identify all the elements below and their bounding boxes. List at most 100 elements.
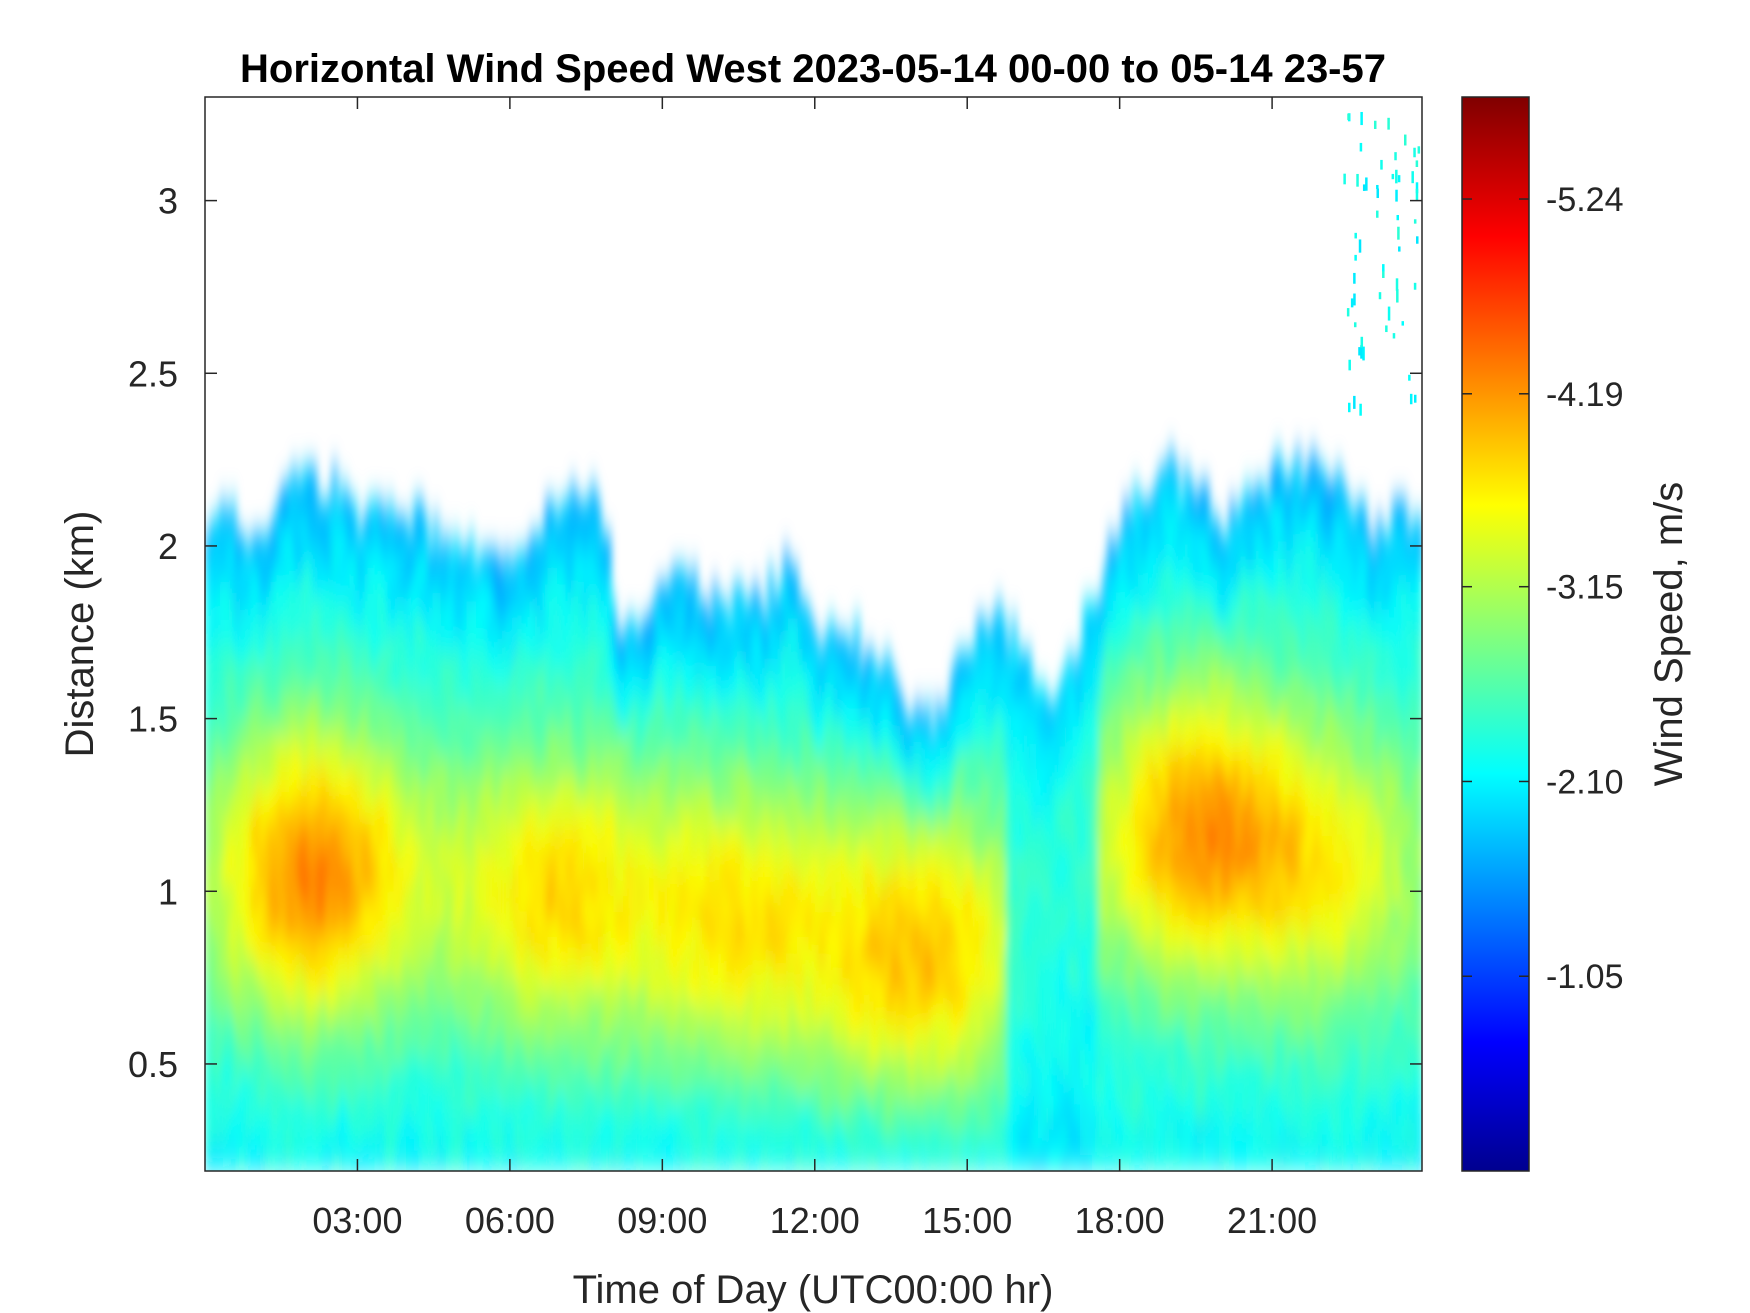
heatmap-cell <box>549 835 556 853</box>
heatmap-cell <box>423 516 429 535</box>
heatmap-cell <box>402 969 409 988</box>
heatmap-cell <box>630 734 637 753</box>
heatmap-cell <box>336 818 343 837</box>
heatmap-cell <box>321 1070 328 1088</box>
heatmap-cell <box>676 1019 683 1038</box>
heatmap-cell <box>656 885 663 904</box>
heatmap-cell <box>407 936 414 954</box>
heatmap-cell <box>341 1036 348 1055</box>
heatmap-cell <box>783 566 789 585</box>
heatmap-cell <box>341 1070 348 1088</box>
heatmap-cell <box>301 516 308 535</box>
heatmap-cell <box>524 919 531 937</box>
heatmap-cell <box>245 751 252 770</box>
heatmap-cell <box>357 902 363 921</box>
heatmap-cell <box>666 986 673 1004</box>
heatmap-cell <box>524 818 531 837</box>
heatmap-cell <box>235 768 242 786</box>
heatmap-cell <box>869 650 876 669</box>
heatmap-cell <box>529 650 536 669</box>
heatmap-cell <box>889 785 896 803</box>
heatmap-cell <box>326 1103 333 1122</box>
heatmap-cell <box>504 936 511 954</box>
heatmap-cell <box>417 717 424 736</box>
heatmap-cell <box>772 936 779 954</box>
heatmap-cell <box>321 801 328 820</box>
heatmap-cell <box>823 1087 830 1105</box>
heatmap-cell <box>874 1036 881 1055</box>
heatmap-cell <box>757 1154 764 1171</box>
heatmap-cell <box>423 1070 429 1088</box>
heatmap-cell <box>843 885 850 904</box>
heatmap-cell <box>336 868 343 887</box>
heatmap-cell <box>808 701 815 719</box>
heatmap-cell <box>549 1103 556 1122</box>
heatmap-cell <box>701 852 708 870</box>
heatmap-cell <box>641 734 647 753</box>
heatmap-cell <box>712 936 718 954</box>
heatmap-cell <box>494 818 500 837</box>
heatmap-cell <box>519 1003 526 1021</box>
heatmap-cell <box>433 600 440 619</box>
heatmap-cell <box>615 801 622 820</box>
heatmap-cell <box>559 583 566 602</box>
heatmap-cell <box>341 1137 348 1156</box>
heatmap-cell <box>225 550 232 568</box>
heatmap-cell <box>382 902 389 921</box>
heatmap-cell <box>854 1003 860 1021</box>
heatmap-cell <box>367 852 374 870</box>
heatmap-cell <box>407 550 414 568</box>
heatmap-cell <box>549 1120 556 1139</box>
heatmap-cell <box>341 1053 348 1072</box>
heatmap-cell <box>387 1003 394 1021</box>
heatmap-cell <box>737 818 744 837</box>
heatmap-cell <box>255 600 262 619</box>
heatmap-cell <box>732 684 739 702</box>
heatmap-cell <box>610 952 617 971</box>
heatmap-cell <box>326 566 333 585</box>
heatmap-cell <box>443 1087 450 1105</box>
heatmap-cell <box>615 1070 622 1088</box>
heatmap-cell <box>205 583 211 602</box>
heatmap-cell <box>240 1003 247 1021</box>
heatmap-cell <box>286 751 292 770</box>
heatmap-cell <box>210 1053 216 1072</box>
heatmap-cell <box>346 868 353 887</box>
heatmap-cell <box>681 969 688 988</box>
heatmap-cell <box>392 1154 399 1171</box>
heatmap-cell <box>737 919 744 937</box>
heatmap-cell <box>849 751 855 770</box>
heatmap-cell <box>636 1154 642 1171</box>
heatmap-cell <box>230 717 237 736</box>
heatmap-cell <box>210 785 216 803</box>
heatmap-cell <box>478 1036 485 1055</box>
heatmap-cell <box>681 768 688 786</box>
heatmap-cell <box>443 801 450 820</box>
heatmap-cell <box>838 801 845 820</box>
heatmap-cell <box>230 852 237 870</box>
heatmap-cell <box>331 969 338 988</box>
heatmap-cell <box>676 1036 683 1055</box>
heatmap-cell <box>575 717 582 736</box>
heatmap-cell <box>336 1019 343 1038</box>
heatmap-cell <box>321 516 328 535</box>
heatmap-cell <box>651 1036 658 1055</box>
heatmap-cell <box>438 986 445 1004</box>
heatmap-cell <box>478 768 485 786</box>
heatmap-cell <box>205 650 211 669</box>
heatmap-cell <box>235 952 242 971</box>
heatmap-cell <box>352 969 358 988</box>
heatmap-cell <box>838 1154 845 1171</box>
heatmap-cell <box>352 902 358 921</box>
heatmap-cell <box>210 1087 216 1105</box>
heatmap-cell <box>453 1003 460 1021</box>
heatmap-cell <box>529 835 536 853</box>
heatmap-cell <box>296 1019 303 1038</box>
heatmap-cell <box>762 1137 769 1156</box>
heatmap-cell <box>772 1154 779 1171</box>
heatmap-cell <box>453 885 460 904</box>
heatmap-cell <box>504 919 511 937</box>
heatmap-cell <box>306 1120 313 1139</box>
heatmap-cell <box>788 1154 795 1171</box>
heatmap-cell <box>240 768 247 786</box>
